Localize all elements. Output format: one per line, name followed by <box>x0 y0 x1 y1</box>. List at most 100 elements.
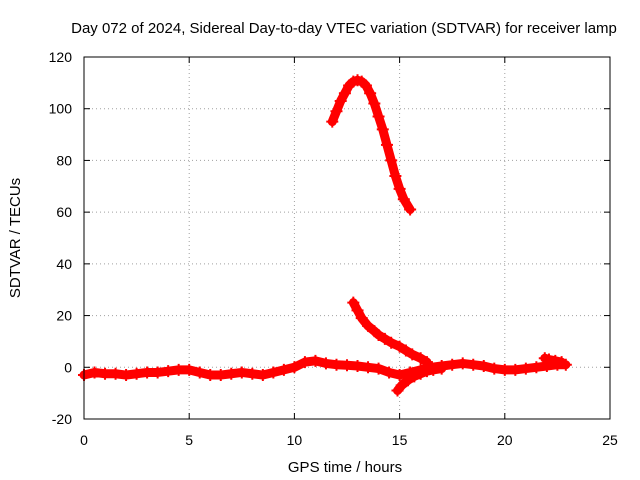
data-point <box>88 366 101 379</box>
data-point <box>99 367 112 380</box>
data-point <box>393 182 406 195</box>
data-point <box>372 328 385 341</box>
data-point <box>399 344 412 357</box>
data-point <box>298 356 311 369</box>
data-point <box>204 369 217 382</box>
data-point <box>172 363 185 376</box>
data-point <box>378 332 391 345</box>
x-tick-label: 25 <box>602 432 618 448</box>
chart-title: Day 072 of 2024, Sidereal Day-to-day VTE… <box>71 20 617 37</box>
series-2 <box>326 74 417 216</box>
data-point <box>347 296 360 309</box>
data-point <box>341 359 353 372</box>
data-point <box>414 352 427 365</box>
x-tick-label: 10 <box>287 432 303 448</box>
y-tick-label: 120 <box>49 49 73 65</box>
data-point <box>385 154 398 167</box>
data-point <box>380 138 393 151</box>
series-4 <box>391 362 448 397</box>
y-axis-ticks: -20 0 20 40 60 80 100 120 <box>49 49 610 427</box>
series-line <box>348 298 432 367</box>
data-point <box>427 363 440 376</box>
data-point <box>393 369 406 382</box>
data-point <box>406 348 419 361</box>
data-point <box>498 363 511 376</box>
data-point <box>420 365 433 378</box>
data-point <box>309 354 322 367</box>
data-point <box>355 312 368 325</box>
data-point <box>435 362 448 375</box>
data-point <box>368 97 381 110</box>
data-point <box>351 359 364 372</box>
y-tick-label: 100 <box>49 101 73 117</box>
y-tick-label: 80 <box>56 152 72 168</box>
data-point <box>225 367 238 380</box>
data-series <box>78 74 572 397</box>
data-point <box>151 366 164 379</box>
x-axis-label: GPS time / hours <box>288 459 402 476</box>
data-point <box>467 358 480 371</box>
data-point <box>334 94 347 107</box>
data-point <box>193 366 206 379</box>
data-point <box>351 304 364 317</box>
data-point <box>120 369 133 382</box>
data-point <box>397 193 410 206</box>
data-point <box>376 123 389 136</box>
data-point <box>183 363 196 376</box>
grid-lines <box>84 57 610 419</box>
data-point <box>446 358 459 371</box>
data-point <box>109 367 122 380</box>
x-tick-label: 5 <box>185 432 193 448</box>
data-point <box>414 367 427 380</box>
data-point <box>395 379 408 392</box>
data-point <box>402 374 415 387</box>
data-point <box>393 340 406 353</box>
y-tick-label: 40 <box>56 256 72 272</box>
data-point <box>359 79 372 92</box>
data-point <box>277 363 290 376</box>
data-point <box>549 354 562 367</box>
data-point <box>404 203 417 216</box>
data-point <box>256 369 269 382</box>
data-point <box>509 363 522 376</box>
data-point <box>214 369 227 382</box>
data-point <box>319 357 332 370</box>
data-point <box>141 366 154 379</box>
data-point <box>330 358 343 371</box>
data-point <box>330 105 343 118</box>
data-point <box>372 110 385 123</box>
data-point <box>326 115 339 128</box>
data-point <box>362 361 375 374</box>
data-point <box>519 362 532 375</box>
data-point <box>555 356 568 369</box>
data-point <box>383 366 396 379</box>
data-point <box>364 87 377 100</box>
data-point <box>267 366 280 379</box>
plot-frame <box>83 56 611 420</box>
data-point <box>288 361 301 374</box>
data-point <box>372 362 385 375</box>
data-point <box>235 366 248 379</box>
data-point <box>385 336 398 349</box>
data-point <box>130 367 143 380</box>
x-tick-label: 0 <box>80 432 88 448</box>
y-tick-label: 20 <box>56 308 72 324</box>
data-point <box>542 353 555 366</box>
data-point <box>338 87 351 100</box>
data-point <box>456 357 469 370</box>
data-point <box>246 367 259 380</box>
x-tick-label: 20 <box>497 432 513 448</box>
data-point <box>477 359 490 372</box>
data-point <box>362 319 375 332</box>
y-tick-label: 0 <box>64 359 72 375</box>
y-tick-label: -20 <box>52 411 72 427</box>
y-axis-label: SDTVAR / TECUs <box>7 178 24 298</box>
data-point <box>389 169 402 182</box>
data-point <box>530 361 543 374</box>
data-point <box>408 370 421 383</box>
series-line <box>327 75 415 215</box>
x-axis-ticks: 0 5 10 15 20 25 <box>80 57 618 448</box>
data-point <box>162 365 175 378</box>
